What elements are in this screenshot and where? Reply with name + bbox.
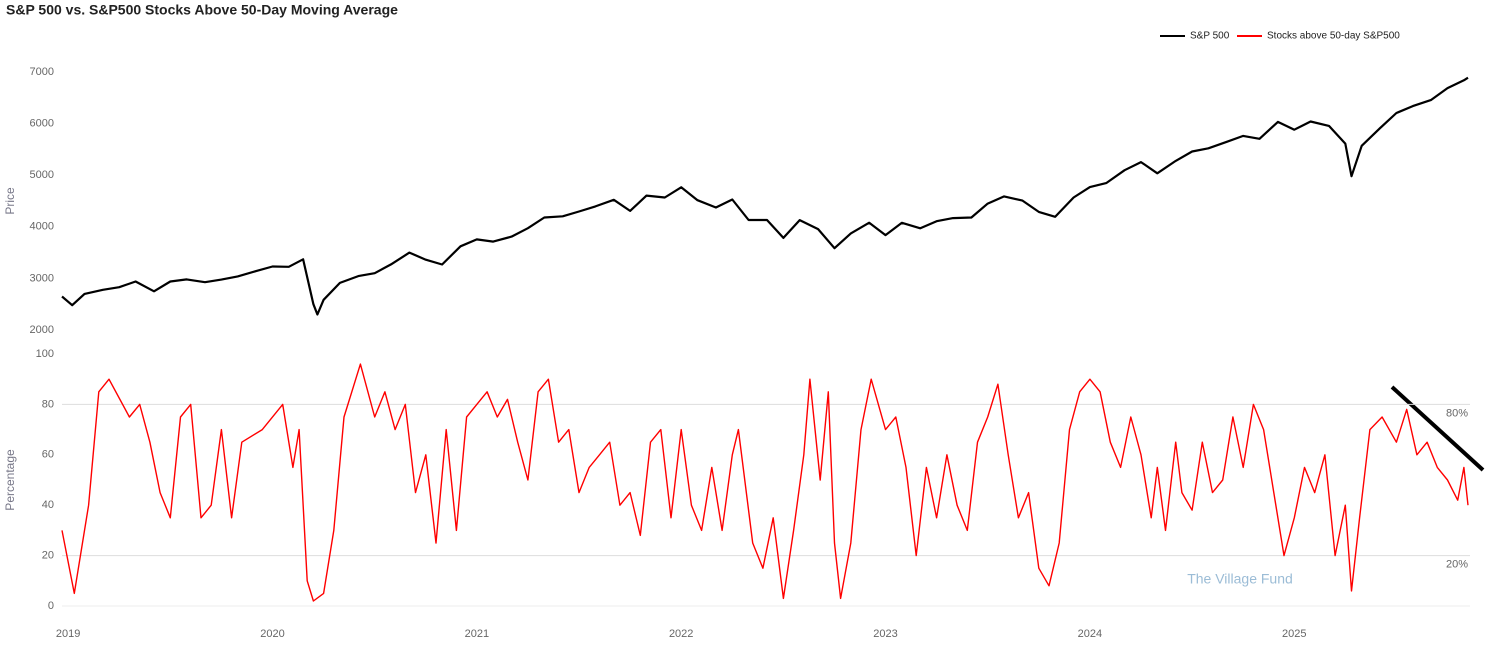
y-tick-label: 40 <box>42 499 54 511</box>
y-tick-label: 80 <box>42 398 54 410</box>
chart-title: S&P 500 vs. S&P500 Stocks Above 50-Day M… <box>6 2 398 18</box>
x-tick-label: 2024 <box>1078 628 1102 640</box>
x-tick-label: 2020 <box>260 628 284 640</box>
y-tick-label: 20 <box>42 550 54 562</box>
y-tick-label: 100 <box>36 348 54 360</box>
x-tick-label: 2019 <box>56 628 80 640</box>
y-tick-label: 3000 <box>30 272 54 284</box>
y-tick-label: 4000 <box>30 221 54 233</box>
y-axis-title: Percentage <box>3 449 17 511</box>
x-tick-label: 2022 <box>669 628 693 640</box>
series-line <box>61 363 1469 602</box>
x-tick-label: 2023 <box>873 628 897 640</box>
x-tick-label: 2025 <box>1282 628 1306 640</box>
trend-line <box>1390 385 1485 472</box>
annotation: 80% <box>1446 407 1468 419</box>
legend-label: S&P 500 <box>1190 31 1230 42</box>
x-tick-label: 2021 <box>465 628 489 640</box>
legend-label: Stocks above 50-day S&P500 <box>1267 31 1400 42</box>
annotation: 20% <box>1446 559 1468 571</box>
y-tick-label: 6000 <box>30 118 54 130</box>
y-tick-label: 60 <box>42 449 54 461</box>
y-tick-label: 2000 <box>30 324 54 336</box>
y-tick-label: 5000 <box>30 169 54 181</box>
y-axis-title: Price <box>3 187 17 215</box>
watermark: The Village Fund <box>1187 571 1293 587</box>
y-tick-label: 7000 <box>30 66 54 78</box>
series-line <box>61 76 1469 316</box>
y-tick-label: 0 <box>48 600 54 612</box>
